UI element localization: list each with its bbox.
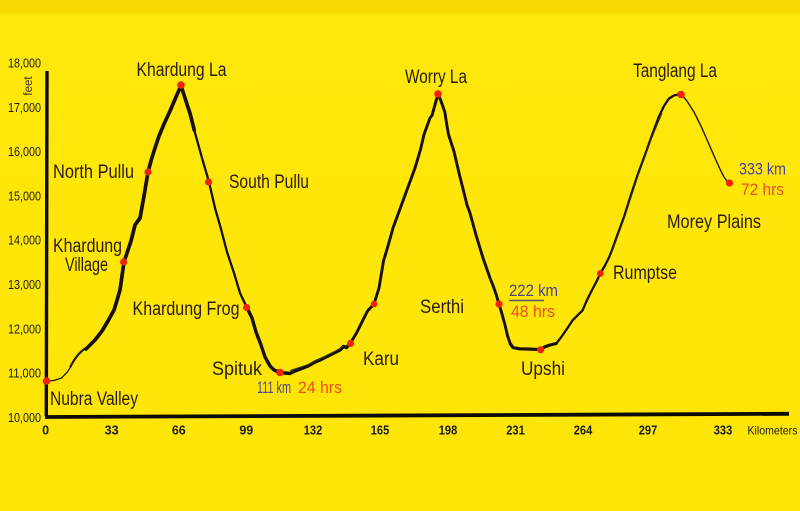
svg-text:333 km: 333 km bbox=[739, 160, 786, 179]
svg-text:Rumptse: Rumptse bbox=[613, 263, 677, 284]
svg-text:198: 198 bbox=[439, 424, 458, 438]
svg-text:132: 132 bbox=[304, 424, 323, 438]
svg-text:48 hrs: 48 hrs bbox=[511, 302, 555, 321]
svg-text:99: 99 bbox=[239, 424, 253, 438]
svg-text:South Pullu: South Pullu bbox=[229, 172, 309, 193]
svg-text:111 km: 111 km bbox=[257, 378, 291, 397]
svg-text:222 km: 222 km bbox=[509, 281, 558, 300]
svg-text:Tanglang La: Tanglang La bbox=[633, 61, 717, 82]
svg-text:264: 264 bbox=[574, 424, 593, 438]
svg-text:11,000: 11,000 bbox=[8, 367, 41, 381]
svg-text:17,000: 17,000 bbox=[8, 101, 41, 115]
svg-text:0: 0 bbox=[42, 424, 49, 438]
svg-text:Karu: Karu bbox=[363, 349, 399, 370]
svg-text:Spituk: Spituk bbox=[212, 359, 262, 380]
svg-text:165: 165 bbox=[371, 424, 390, 438]
svg-text:297: 297 bbox=[639, 424, 658, 438]
svg-text:18,000: 18,000 bbox=[8, 57, 41, 71]
svg-text:Village: Village bbox=[65, 255, 108, 276]
svg-text:Nubra Valley: Nubra Valley bbox=[50, 389, 138, 410]
svg-text:Khardung: Khardung bbox=[53, 236, 122, 257]
svg-text:72 hrs: 72 hrs bbox=[741, 180, 784, 199]
svg-text:Morey Plains: Morey Plains bbox=[667, 212, 761, 233]
svg-text:24 hrs: 24 hrs bbox=[298, 378, 342, 397]
svg-text:10,000: 10,000 bbox=[8, 411, 41, 425]
svg-text:Worry La: Worry La bbox=[405, 67, 467, 88]
svg-text:Kilometers: Kilometers bbox=[748, 424, 798, 438]
svg-text:333: 333 bbox=[714, 424, 733, 438]
svg-text:13,000: 13,000 bbox=[8, 278, 41, 292]
svg-text:Khardung La: Khardung La bbox=[137, 60, 227, 81]
svg-text:33: 33 bbox=[105, 424, 119, 438]
svg-text:15,000: 15,000 bbox=[8, 189, 41, 203]
svg-text:66: 66 bbox=[172, 424, 186, 438]
svg-text:12,000: 12,000 bbox=[8, 322, 41, 336]
svg-text:231: 231 bbox=[506, 424, 525, 438]
svg-text:feet: feet bbox=[23, 76, 35, 96]
svg-text:14,000: 14,000 bbox=[8, 234, 41, 248]
svg-text:Serthi: Serthi bbox=[420, 297, 464, 318]
svg-text:Khardung Frog: Khardung Frog bbox=[133, 299, 240, 320]
svg-text:Upshi: Upshi bbox=[521, 359, 565, 380]
svg-text:North Pullu: North Pullu bbox=[53, 162, 134, 183]
svg-text:16,000: 16,000 bbox=[8, 145, 41, 159]
